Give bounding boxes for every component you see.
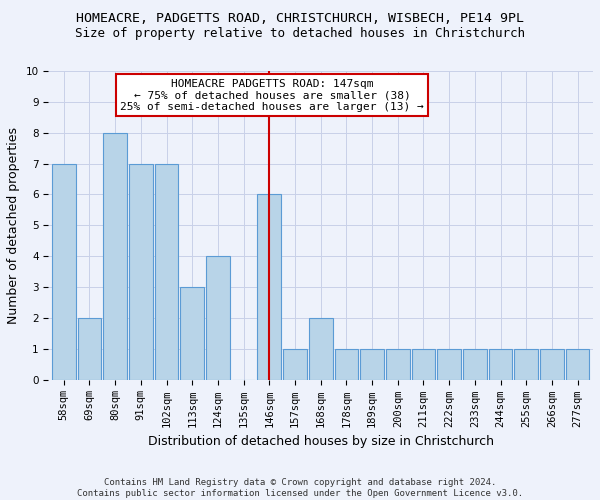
- Y-axis label: Number of detached properties: Number of detached properties: [7, 126, 20, 324]
- X-axis label: Distribution of detached houses by size in Christchurch: Distribution of detached houses by size …: [148, 435, 494, 448]
- Bar: [257, 194, 281, 380]
- Text: HOMEACRE PADGETTS ROAD: 147sqm
← 75% of detached houses are smaller (38)
25% of : HOMEACRE PADGETTS ROAD: 147sqm ← 75% of …: [120, 78, 424, 112]
- Text: Contains HM Land Registry data © Crown copyright and database right 2024.
Contai: Contains HM Land Registry data © Crown c…: [77, 478, 523, 498]
- Bar: [360, 348, 384, 380]
- Bar: [103, 132, 127, 380]
- Bar: [335, 348, 358, 380]
- Bar: [437, 348, 461, 380]
- Bar: [181, 287, 204, 380]
- Text: HOMEACRE, PADGETTS ROAD, CHRISTCHURCH, WISBECH, PE14 9PL: HOMEACRE, PADGETTS ROAD, CHRISTCHURCH, W…: [76, 12, 524, 26]
- Bar: [206, 256, 230, 380]
- Bar: [386, 348, 410, 380]
- Bar: [566, 348, 589, 380]
- Bar: [412, 348, 435, 380]
- Bar: [489, 348, 512, 380]
- Bar: [155, 164, 178, 380]
- Bar: [514, 348, 538, 380]
- Bar: [77, 318, 101, 380]
- Bar: [309, 318, 332, 380]
- Bar: [52, 164, 76, 380]
- Bar: [540, 348, 564, 380]
- Bar: [463, 348, 487, 380]
- Bar: [283, 348, 307, 380]
- Text: Size of property relative to detached houses in Christchurch: Size of property relative to detached ho…: [75, 28, 525, 40]
- Bar: [129, 164, 152, 380]
